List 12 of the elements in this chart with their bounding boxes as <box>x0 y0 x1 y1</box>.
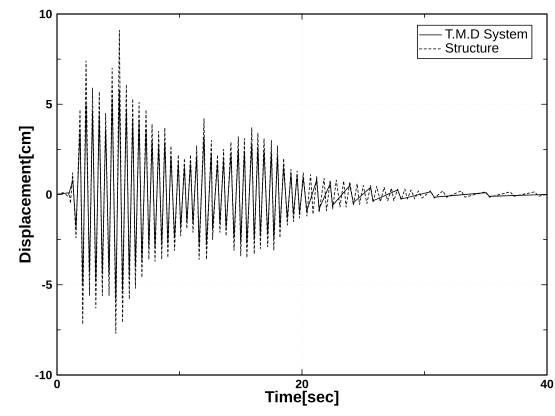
y-tick-label: 0 <box>46 190 52 199</box>
y-axis-title: Displacement[cm] <box>18 126 34 262</box>
y-tick-label: 5 <box>46 100 52 108</box>
legend-label: T.M.D System <box>445 29 528 42</box>
x-axis-title: Time[sec] <box>264 390 338 406</box>
y-tick-label: 10 <box>40 10 52 18</box>
y-tick-label: -10 <box>35 370 52 380</box>
x-tick-label: 40 <box>540 380 554 388</box>
x-tick-label: 20 <box>296 380 308 388</box>
y-tick-label: -5 <box>42 280 52 289</box>
x-tick-label: 0 <box>54 380 60 388</box>
legend-label: Structure <box>446 43 498 53</box>
